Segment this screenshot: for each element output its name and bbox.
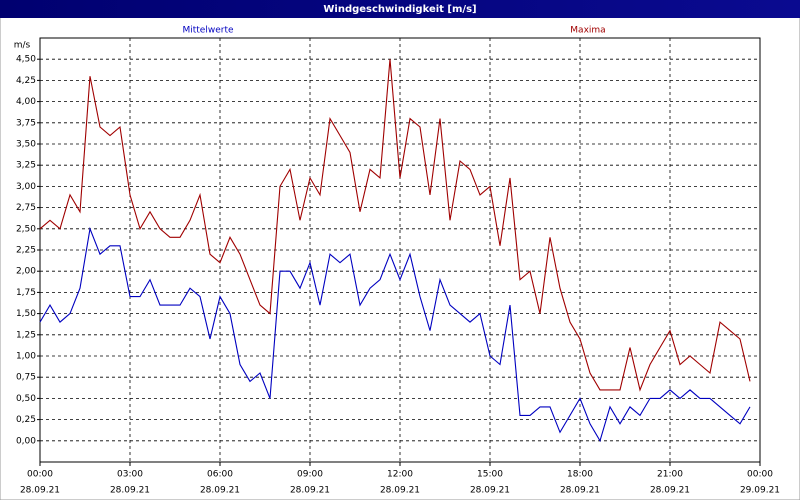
x-tick-label: 21:00: [657, 470, 683, 480]
y-tick-label: 2,00: [16, 267, 36, 277]
y-tick-label: 4,00: [16, 97, 36, 107]
y-tick-label: 2,50: [16, 224, 36, 234]
y-tick-label: 0,00: [16, 436, 36, 446]
x-tick-label: 09:00: [297, 470, 323, 480]
y-tick-label: 4,50: [16, 55, 36, 65]
y-tick-label: 1,50: [16, 309, 36, 319]
y-tick-label: 0,75: [16, 373, 36, 383]
x-tick-date: 28.09.21: [380, 486, 420, 496]
y-tick-label: 2,75: [16, 203, 36, 213]
y-tick-label: 1,25: [16, 330, 36, 340]
y-tick-label: 0,50: [16, 394, 36, 404]
legend-label: Mittelwerte: [182, 26, 233, 36]
x-tick-date: 28.09.21: [650, 486, 690, 496]
series-line: [39, 59, 751, 392]
x-tick-label: 00:00: [27, 470, 53, 480]
x-tick-date: 28.09.21: [470, 486, 510, 496]
x-tick-label: 00:00: [747, 470, 773, 480]
x-tick-label: 18:00: [567, 470, 593, 480]
x-tick-date: 28.09.21: [20, 486, 60, 496]
y-tick-label: 1,00: [16, 352, 36, 362]
y-tick-label: 3,25: [16, 161, 36, 171]
y-tick-label: 2,25: [16, 246, 36, 256]
x-tick-label: 06:00: [207, 470, 233, 480]
x-tick-date: 28.09.21: [560, 486, 600, 496]
y-tick-label: 3,00: [16, 182, 36, 192]
legend-label: Maxima: [570, 26, 605, 36]
y-tick-label: 4,25: [16, 76, 36, 86]
x-tick-date: 29.09.21: [740, 486, 780, 496]
series-line: [39, 226, 751, 443]
x-tick-label: 03:00: [117, 470, 143, 480]
x-tick-date: 28.09.21: [110, 486, 150, 496]
x-tick-date: 28.09.21: [200, 486, 240, 496]
y-tick-label: 0,25: [16, 415, 36, 425]
y-axis-label: m/s: [14, 41, 31, 51]
y-tick-label: 3,50: [16, 140, 36, 150]
x-tick-label: 12:00: [387, 470, 413, 480]
x-tick-label: 15:00: [477, 470, 503, 480]
x-tick-date: 28.09.21: [290, 486, 330, 496]
y-tick-label: 1,75: [16, 288, 36, 298]
chart-title: Windgeschwindigkeit [m/s]: [323, 4, 476, 15]
y-tick-label: 3,75: [16, 118, 36, 128]
title-bar: [0, 0, 800, 18]
